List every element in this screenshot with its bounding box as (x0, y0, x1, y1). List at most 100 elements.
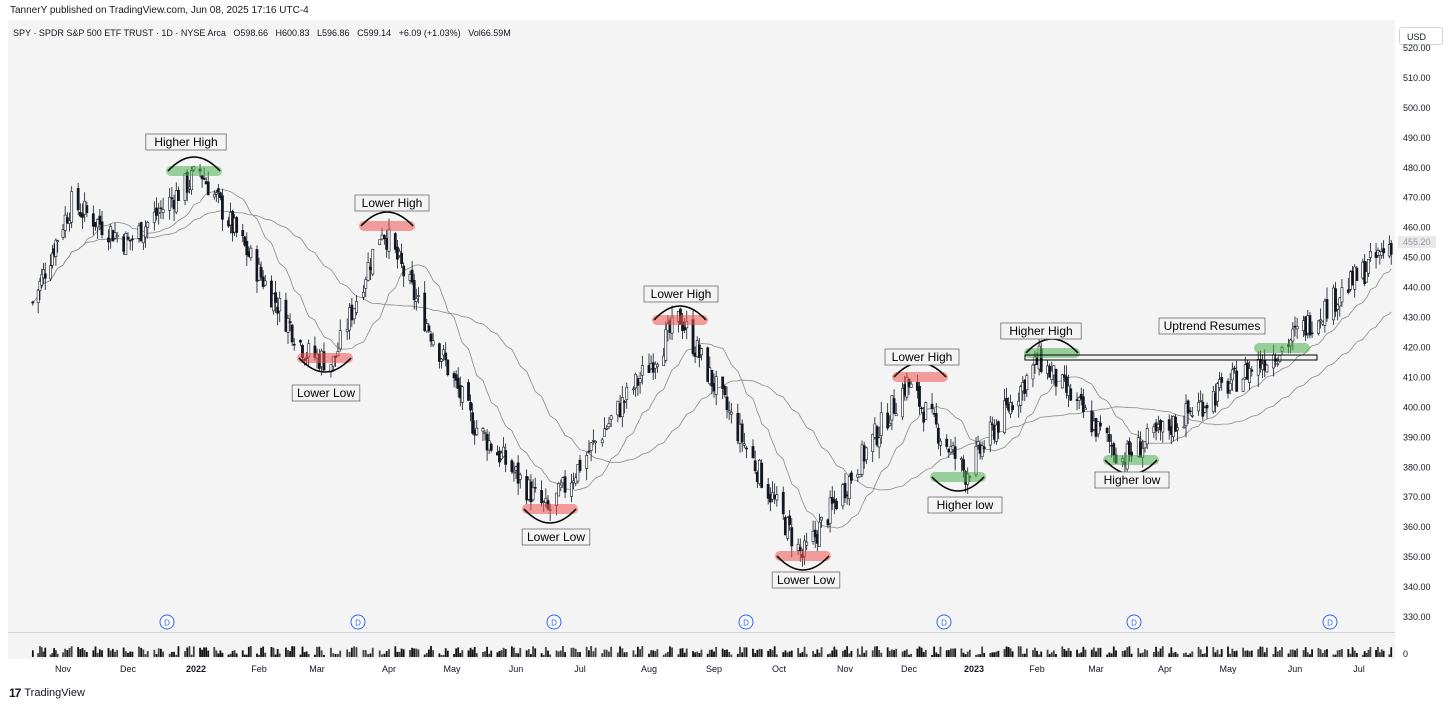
volume-bar (664, 653, 667, 657)
candle-body (212, 194, 216, 198)
volume-bar (743, 647, 746, 657)
dividend-marker-icon[interactable] (159, 614, 175, 630)
annotation-label-box[interactable] (354, 194, 430, 212)
candle-body (636, 378, 640, 386)
candle-body (259, 266, 263, 278)
candle-body (936, 427, 940, 444)
candle-body (600, 439, 604, 444)
dividend-marker-icon[interactable] (546, 614, 562, 630)
candle-body (152, 211, 156, 223)
volume-bar (519, 647, 522, 657)
annotation-label-box[interactable] (771, 571, 841, 589)
volume-bar (400, 648, 403, 657)
volume-bar (1176, 653, 1179, 657)
annotation-label-box[interactable] (1000, 322, 1082, 340)
annotation-arc (360, 211, 414, 227)
volume-bar (679, 648, 682, 657)
volume-bar (1261, 646, 1264, 657)
candle-body (683, 326, 687, 331)
candle-body (1241, 378, 1245, 392)
volume-bar (801, 652, 804, 657)
dividend-marker-icon[interactable] (1322, 614, 1338, 630)
candle-body (888, 422, 892, 426)
candle-body (414, 298, 418, 302)
candle-body (1031, 364, 1035, 380)
candle-body (183, 173, 187, 201)
candle-body (137, 225, 141, 239)
candle-body (1154, 422, 1158, 432)
volume-bar (1204, 653, 1206, 657)
volume-bar (184, 651, 186, 657)
volume-bar (1363, 651, 1366, 657)
volume-bar (559, 650, 562, 657)
annotation-label-box[interactable] (521, 528, 591, 546)
volume-bar (1380, 649, 1383, 657)
volume-bar (1130, 653, 1133, 657)
symbol-header: SPY · SPDR S&P 500 ETF TRUST · 1D · NYSE… (13, 28, 516, 38)
candle-body (387, 228, 391, 252)
volume-bar (745, 647, 748, 657)
volume-bar (639, 649, 641, 657)
dividend-marker-icon[interactable] (936, 614, 952, 630)
annotation-label-box[interactable] (145, 133, 227, 151)
symbol-name[interactable]: SPY · SPDR S&P 500 ETF TRUST · 1D · NYSE… (13, 28, 226, 38)
volume-bar (510, 646, 513, 657)
dividend-marker-icon[interactable] (350, 614, 366, 630)
volume-bar (83, 650, 86, 657)
candle-body (1334, 288, 1337, 312)
volume-bar (574, 648, 577, 657)
volume-bar (215, 650, 218, 657)
volume-bar (979, 654, 981, 657)
volume-bar (1170, 647, 1173, 657)
volume-bar (525, 650, 528, 657)
candle-body (740, 423, 744, 443)
volume-bar (692, 651, 694, 657)
annotation-label-box[interactable] (643, 285, 719, 303)
volume-bar (346, 649, 349, 657)
volume-bar (650, 650, 652, 657)
volume-bar (1304, 647, 1307, 657)
currency-button[interactable]: USD (1399, 27, 1443, 45)
volume-bar (656, 649, 659, 657)
candle-body (605, 427, 609, 430)
volume-bar (1106, 654, 1109, 657)
candle-body (974, 446, 978, 476)
annotation-label-box[interactable] (884, 348, 960, 366)
volume-bar (1069, 650, 1072, 657)
candle-body (620, 397, 624, 418)
candle-body (976, 441, 980, 446)
annotation-label-box[interactable] (291, 384, 361, 402)
candle-body (81, 213, 84, 218)
annotation-label-box[interactable] (1158, 317, 1266, 335)
candle-body (1233, 367, 1236, 370)
volume-bar (1263, 652, 1266, 657)
annotation-label-box[interactable] (927, 496, 1003, 514)
candle-body (1143, 441, 1147, 449)
volume-bar (66, 650, 69, 657)
candle-body (1325, 299, 1329, 319)
volume-bar (1067, 647, 1070, 657)
candle-body (849, 472, 853, 481)
volume-bar (138, 646, 140, 657)
candle-body (1127, 441, 1131, 455)
volume-bar (438, 653, 441, 657)
candle-body (290, 324, 294, 343)
candle-body (594, 441, 597, 444)
candle-body (557, 483, 561, 497)
candle-body (540, 490, 544, 504)
dividend-marker-icon[interactable] (738, 614, 754, 630)
volume-bar (188, 646, 191, 657)
candle-body (727, 410, 731, 413)
volume-bar (758, 648, 761, 657)
annotation-label-box[interactable] (1094, 471, 1170, 489)
candle-body (284, 299, 288, 332)
volume-bar (287, 650, 289, 657)
candle-body (1182, 426, 1186, 429)
candle-body (161, 209, 165, 213)
volume-bar (140, 647, 143, 657)
volume-bar (383, 653, 386, 657)
volume-bar (827, 654, 829, 657)
dividend-marker-icon[interactable] (1126, 614, 1142, 630)
volume-bar (168, 653, 171, 657)
